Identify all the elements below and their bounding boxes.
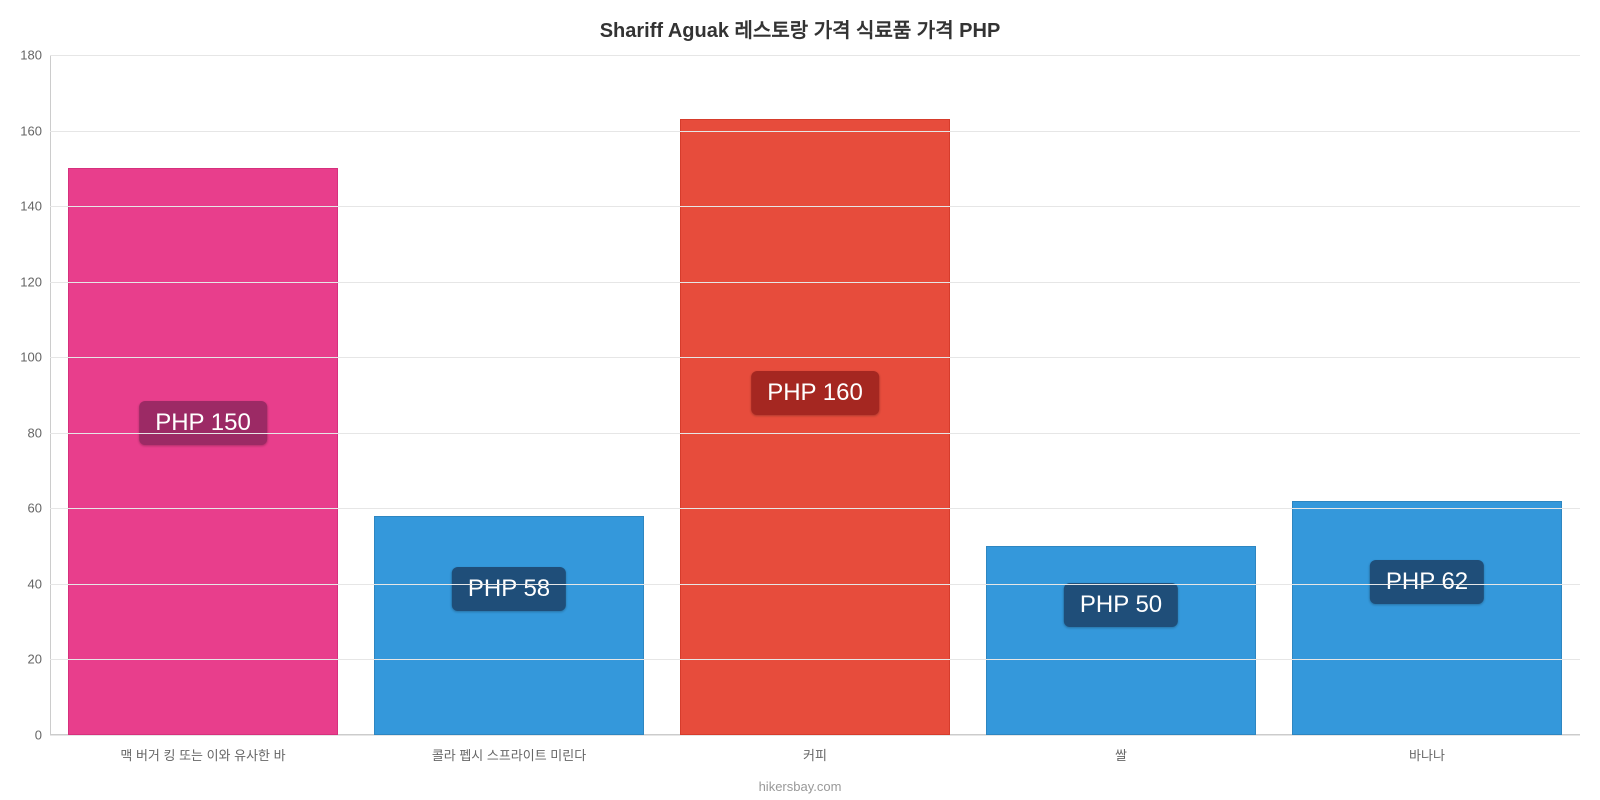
grid-line: [50, 55, 1580, 56]
x-category-label: 쌀: [968, 735, 1274, 764]
y-tick-label: 140: [20, 199, 50, 214]
price-chart: Shariff Aguak 레스토랑 가격 식료품 가격 PHP PHP 150…: [0, 0, 1600, 800]
chart-title: Shariff Aguak 레스토랑 가격 식료품 가격 PHP: [0, 0, 1600, 43]
value-badge: PHP 50: [1064, 583, 1178, 627]
bar: [374, 516, 643, 735]
bar-slot: PHP 160커피: [662, 55, 968, 735]
grid-line: [50, 282, 1580, 283]
x-category-label: 맥 버거 킹 또는 이와 유사한 바: [50, 735, 356, 764]
value-badge: PHP 160: [751, 371, 879, 415]
y-tick-label: 60: [28, 501, 50, 516]
y-tick-label: 160: [20, 123, 50, 138]
value-badge: PHP 62: [1370, 560, 1484, 604]
x-category-label: 바나나: [1274, 735, 1580, 764]
y-tick-label: 180: [20, 48, 50, 63]
grid-line: [50, 206, 1580, 207]
grid-line: [50, 131, 1580, 132]
grid-line: [50, 584, 1580, 585]
bar: [68, 168, 337, 735]
bar-slot: PHP 150맥 버거 킹 또는 이와 유사한 바: [50, 55, 356, 735]
y-tick-label: 100: [20, 350, 50, 365]
bar: [986, 546, 1255, 735]
grid-line: [50, 357, 1580, 358]
y-tick-label: 20: [28, 652, 50, 667]
y-tick-label: 40: [28, 576, 50, 591]
x-category-label: 콜라 펩시 스프라이트 미린다: [356, 735, 662, 764]
bar: [680, 119, 949, 735]
grid-line: [50, 508, 1580, 509]
y-tick-label: 120: [20, 274, 50, 289]
x-category-label: 커피: [662, 735, 968, 764]
bar-slot: PHP 58콜라 펩시 스프라이트 미린다: [356, 55, 662, 735]
plot-area: PHP 150맥 버거 킹 또는 이와 유사한 바PHP 58콜라 펩시 스프라…: [50, 55, 1580, 735]
bars-container: PHP 150맥 버거 킹 또는 이와 유사한 바PHP 58콜라 펩시 스프라…: [50, 55, 1580, 735]
value-badge: PHP 58: [452, 567, 566, 611]
bar-slot: PHP 62바나나: [1274, 55, 1580, 735]
value-badge: PHP 150: [139, 401, 267, 445]
footer-credit: hikersbay.com: [0, 779, 1600, 794]
y-tick-label: 0: [35, 728, 50, 743]
grid-line: [50, 735, 1580, 736]
grid-line: [50, 433, 1580, 434]
y-tick-label: 80: [28, 425, 50, 440]
grid-line: [50, 659, 1580, 660]
bar-slot: PHP 50쌀: [968, 55, 1274, 735]
bar: [1292, 501, 1561, 735]
